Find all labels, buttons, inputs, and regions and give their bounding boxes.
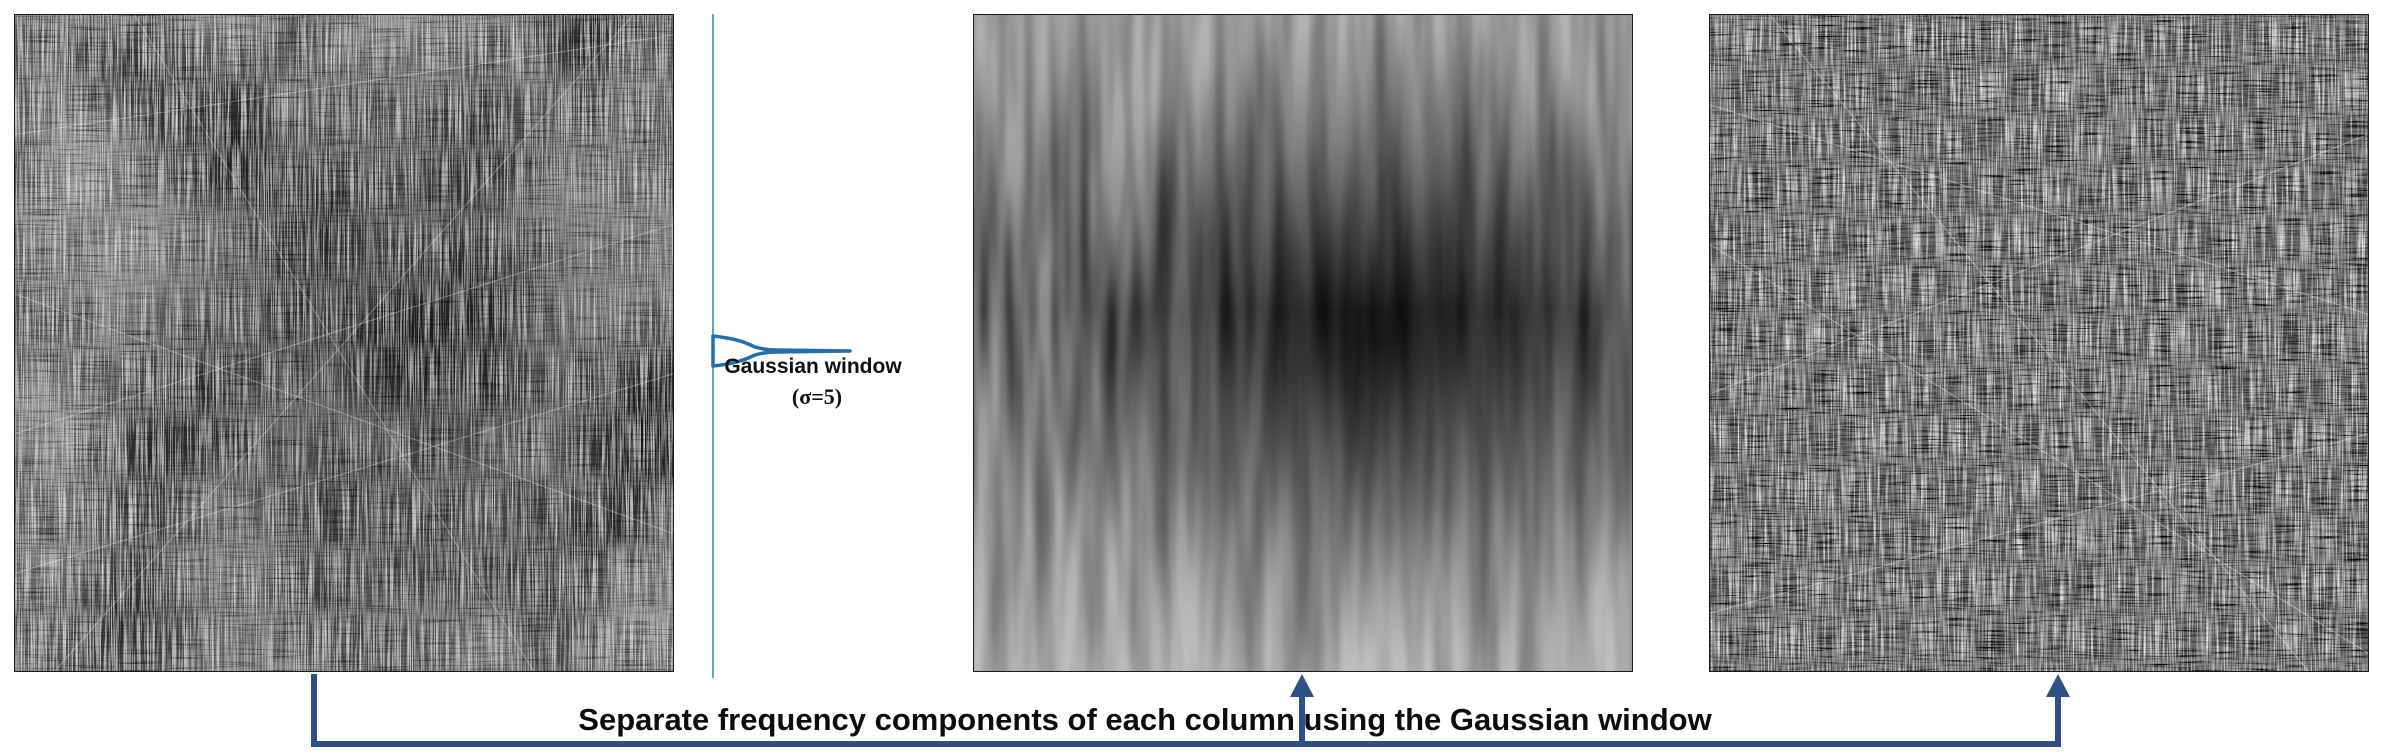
high-frequency-image-panel	[1709, 14, 2369, 672]
original-image-panel	[14, 14, 674, 672]
gaussian-window-label: Gaussian window	[724, 355, 902, 378]
gaussian-window-plot	[711, 14, 852, 678]
low-frequency-image-panel	[973, 14, 1633, 672]
process-caption: Separate frequency components of each co…	[578, 702, 1712, 737]
arrow-head-high	[2046, 674, 2070, 697]
arrow-head-low	[1290, 674, 1314, 697]
gaussian-sigma-label: (σ=5)	[791, 384, 843, 409]
gaussian-curve	[711, 334, 852, 368]
